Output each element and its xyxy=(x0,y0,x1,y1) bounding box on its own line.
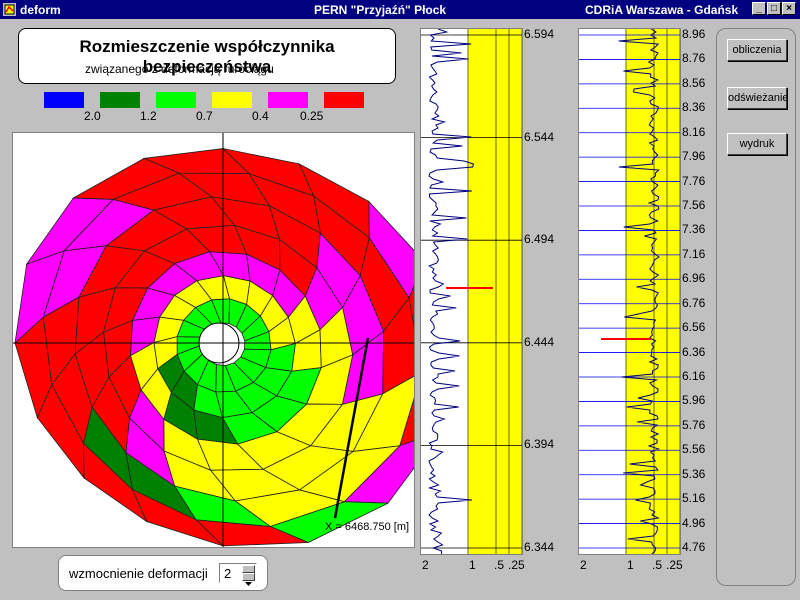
safety-gauge-1 xyxy=(420,28,523,555)
button-panel: obliczenia odświeżanie wydruk xyxy=(716,28,796,586)
gauge-trace xyxy=(618,28,661,555)
gauge-band xyxy=(626,29,680,554)
legend-swatch-blue xyxy=(44,92,84,108)
legend-swatch-green xyxy=(156,92,196,108)
gauge-x-tick: 2 xyxy=(422,558,429,572)
gauge-band xyxy=(468,29,522,554)
amplification-stepper[interactable]: 2 xyxy=(219,563,257,586)
gauge-y-tick: 4.96 xyxy=(682,515,706,530)
minimize-icon: _ xyxy=(756,3,762,14)
legend-label: 0.4 xyxy=(252,109,269,123)
gauge-y-tick: 6.544 xyxy=(524,129,555,144)
safety-gauge-2 xyxy=(578,28,681,555)
legend-swatch-darkgreen xyxy=(100,92,140,108)
legend-label: 2.0 xyxy=(84,109,101,123)
gauge-y-tick: 6.76 xyxy=(682,295,706,310)
gauge-y-tick: 8.96 xyxy=(682,27,706,41)
legend-label: 0.25 xyxy=(300,109,324,123)
window-title-right: CDRiA Warszawa - Gdańsk xyxy=(585,3,739,17)
gauge-y-tick: 8.16 xyxy=(682,124,706,139)
amplification-panel: wzmocnienie deformacji 2 xyxy=(58,555,268,591)
position-pointer xyxy=(333,337,370,519)
gauge-2-chart xyxy=(579,28,681,555)
gauge-y-tick: 6.96 xyxy=(682,271,706,286)
gauge-x-tick: 1 xyxy=(627,558,634,572)
gauge-x-tick: .5 xyxy=(494,558,505,572)
gauge-y-tick: 5.76 xyxy=(682,417,706,432)
maximize-icon: □ xyxy=(770,3,778,14)
gauge-y-tick: 4.76 xyxy=(682,540,706,554)
chevron-down-icon xyxy=(245,582,252,586)
position-annotation: X = 6468.750 [m] xyxy=(325,521,410,533)
gauge-1-chart xyxy=(421,28,523,555)
amplification-label: wzmocnienie deformacji xyxy=(69,566,208,581)
gauge-y-tick: 5.36 xyxy=(682,466,706,481)
gauge-trace xyxy=(427,28,474,555)
gauge-y-tick: 5.96 xyxy=(682,393,706,408)
window-title: PERN "Przyjaźń" Płock xyxy=(314,3,447,17)
gauge-y-tick: 6.36 xyxy=(682,344,706,359)
app-icon[interactable] xyxy=(3,3,16,16)
amplification-value[interactable]: 2 xyxy=(224,566,232,581)
gauge-x-tick: .5 xyxy=(652,558,663,572)
gauge-y-tick: 6.344 xyxy=(524,540,555,554)
maximize-button[interactable]: □ xyxy=(767,2,781,15)
deformation-plot: X = 6468.750 [m] xyxy=(12,132,454,548)
legend-label: 0.7 xyxy=(196,109,213,123)
polar-grid xyxy=(14,147,454,547)
gauge-x-tick: .25 xyxy=(508,558,525,572)
refresh-button[interactable]: odświeżanie xyxy=(727,87,789,109)
page-subtitle: związanego z deformacją rurociągu xyxy=(85,62,274,76)
spin-up-button[interactable] xyxy=(242,565,255,578)
calc-button[interactable]: obliczenia xyxy=(727,39,787,61)
gauge-y-tick: 6.16 xyxy=(682,369,706,383)
gauge-y-tick: 5.16 xyxy=(682,491,706,506)
close-icon: × xyxy=(786,3,792,14)
polar-chart xyxy=(13,133,454,547)
page-title: Rozmieszczenie współczynnika bezpieczeńs… xyxy=(79,37,335,76)
gauge-y-tick: 7.36 xyxy=(682,222,706,237)
spin-down-button[interactable] xyxy=(242,573,255,586)
gauge-x-tick: 1 xyxy=(469,558,476,572)
legend-label: 1.2 xyxy=(140,109,157,123)
minimize-button[interactable]: _ xyxy=(752,2,766,15)
gauge-y-tick: 6.56 xyxy=(682,320,706,335)
gauge-y-tick: 6.594 xyxy=(524,27,555,41)
print-button[interactable]: wydruk xyxy=(727,133,787,155)
gauge-y-tick: 6.444 xyxy=(524,334,555,349)
gauge-y-tick: 7.96 xyxy=(682,149,706,164)
gauge-x-tick: 2 xyxy=(580,558,587,572)
gauge-y-tick: 8.36 xyxy=(682,100,706,115)
gauge-y-tick: 6.394 xyxy=(524,437,555,452)
gauge-y-tick: 7.76 xyxy=(682,173,706,188)
gauge-y-tick: 8.76 xyxy=(682,51,706,66)
gauge-y-tick: 7.56 xyxy=(682,198,706,212)
app-name: deform xyxy=(20,3,61,17)
legend-swatch-red xyxy=(324,92,364,108)
legend-swatch-yellow xyxy=(212,92,252,108)
gauge-x-tick: .25 xyxy=(666,558,683,572)
close-button[interactable]: × xyxy=(782,2,796,15)
header-panel: Rozmieszczenie współczynnika bezpieczeńs… xyxy=(18,28,396,84)
gauge-y-tick: 8.56 xyxy=(682,75,706,90)
gauge-y-tick: 6.494 xyxy=(524,232,555,247)
legend-swatch-magenta xyxy=(268,92,308,108)
gauge-y-tick: 5.56 xyxy=(682,442,706,457)
title-bar: deform PERN "Przyjaźń" Płock CDRiA Warsz… xyxy=(0,0,800,19)
gauge-y-tick: 7.16 xyxy=(682,246,706,261)
